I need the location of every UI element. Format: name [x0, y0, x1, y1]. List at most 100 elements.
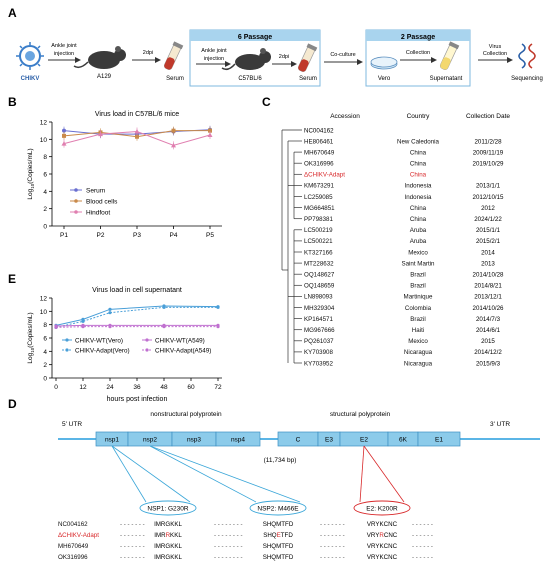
chart-e-xtick-label: 48	[160, 384, 168, 391]
dish-icon	[370, 56, 398, 70]
table-accession: ΔCHIKV-Adapt	[304, 172, 345, 179]
collection-label: Collection	[406, 50, 430, 56]
seq-s2: SHQETFD	[263, 532, 293, 539]
chart-e-title: Virus load in cell supernatant	[92, 287, 182, 294]
host-label-1: A129	[97, 74, 112, 80]
seq-gap: - - - - - -	[412, 532, 433, 539]
chart-e-legend-label: CHIKV-WT(Vero)	[75, 338, 123, 345]
chart-e-legend-label: CHIKV-WT(A549)	[155, 338, 205, 345]
genome-length-label: (11,734 bp)	[264, 457, 297, 464]
chart-e-point	[81, 319, 85, 323]
chart-e-xtick-label: 60	[187, 384, 195, 391]
chart-e-legend-marker	[65, 348, 69, 352]
panel-c-tree: Accession Country Collection Date NC004162 H…	[281, 113, 510, 367]
chart-e-point	[216, 305, 220, 309]
table-country: Brazil	[410, 283, 425, 290]
chart-e-series-line-2	[55, 324, 218, 327]
chart-b-point	[134, 129, 140, 134]
mutation-connector	[111, 445, 191, 503]
chart-e-point	[108, 325, 112, 329]
mutation-connector	[359, 445, 365, 503]
seq-row-name: MH670649	[58, 543, 89, 550]
table-accession: MG967666	[304, 327, 335, 334]
seq-gap: - - - - - -	[412, 554, 433, 561]
seq-gap: - - - - - - -	[320, 543, 345, 550]
table-accession: LC500219	[304, 227, 333, 234]
table-date: 2014/8/21	[474, 283, 502, 290]
chart-b-legend-label: Blood cells	[86, 199, 118, 206]
table-date: 2015	[481, 338, 495, 345]
table-accession: LC259085	[304, 194, 333, 201]
table-country: Nicaragua	[404, 360, 433, 367]
chart-b-xtick-label: P3	[133, 232, 141, 239]
table-accession: KT327166	[304, 249, 333, 256]
tube-icon-1	[163, 41, 184, 70]
seq-row-name: NC004162	[58, 521, 88, 528]
chart-e-series-line-1	[55, 306, 218, 328]
table-date: 2019/10/29	[473, 161, 505, 168]
dpi-label-2: 2dpi	[279, 54, 289, 60]
table-country: China	[410, 216, 427, 223]
table-date: 2013/12/1	[474, 294, 502, 301]
seq-s2: SHQMTFD	[263, 543, 294, 550]
panel-label-e: E	[8, 272, 16, 286]
seq-gap: - - - - - -	[412, 543, 433, 550]
gene-segment-E1	[417, 431, 461, 447]
chart-b-point	[171, 128, 176, 133]
chart-e-legend-marker	[145, 338, 149, 342]
chart-b-ytick-label: 10	[40, 137, 48, 144]
chart-e-y-label: Log10(Copies/mL)	[27, 312, 35, 363]
chart-b-point	[208, 128, 212, 133]
chart-e-ytick-label: 4	[43, 349, 47, 356]
panel-a-workflow: CHIKV Ankle joint injection A129 2dpi Se…	[16, 29, 543, 87]
chart-b-point	[135, 134, 139, 139]
table-country: Indonesia	[405, 183, 432, 190]
utr5-label: 5' UTR	[62, 421, 82, 428]
mutation-bubble	[249, 500, 307, 516]
chart-e-point	[81, 325, 85, 329]
table-country: Brazil	[410, 316, 425, 323]
chart-b-ytick-label: 4	[43, 189, 47, 196]
seq-s1: IMRRKKL	[154, 532, 182, 539]
gene-label-nsp4: nsp4	[231, 437, 245, 444]
table-accession: MH329304	[304, 305, 335, 312]
chart-b-ytick-label: 2	[43, 206, 47, 213]
seq-s2: SHQMTFD	[263, 554, 294, 561]
table-country: Brazil	[410, 272, 425, 279]
virus-collection-label-1: Virus	[489, 44, 502, 50]
mutation-label: NSP2: M466E	[257, 506, 299, 513]
gene-label-nsp1: nsp1	[105, 437, 119, 444]
chart-e-point	[108, 311, 112, 315]
table-date: 2009/11/19	[473, 149, 504, 156]
table-header: Accession	[330, 113, 360, 120]
tube-icon-2	[297, 43, 318, 72]
gene-label-E2: E2	[360, 437, 368, 444]
chart-e-point	[162, 325, 166, 329]
seq-s3: VRYRCNC	[367, 532, 398, 539]
seq-gap: - - - - - - -	[120, 554, 145, 561]
chart-b-legend-marker	[74, 210, 78, 214]
chart-b-ytick-label: 8	[43, 154, 47, 161]
seq-gap: - - - - - - -	[320, 532, 345, 539]
seq-gap: - - - - - - -	[320, 554, 345, 561]
route-label-1: Ankle joint	[51, 43, 77, 49]
seq-s1: IMRGKKL	[154, 543, 182, 550]
table-accession: MT228632	[304, 260, 334, 267]
table-accession: MG664851	[304, 205, 335, 212]
cell-label: Vero	[378, 76, 391, 82]
seq-s2: SHQMTFD	[263, 521, 294, 528]
table-date: 2014/12/2	[474, 349, 502, 356]
virus-icon	[16, 42, 44, 70]
seq-gap: - - - - - -	[412, 521, 433, 528]
mutation-label: E2: K200R	[366, 506, 398, 513]
chart-b-y-label: Log10(Copies/mL)	[27, 148, 35, 199]
table-accession: KY703908	[304, 349, 333, 356]
table-date: 2014	[481, 249, 495, 256]
table-country: Indonesia	[405, 194, 432, 201]
chart-b-point	[62, 128, 66, 133]
seq-s1: IMRGKKL	[154, 521, 182, 528]
chart-e-ytick-label: 0	[43, 376, 47, 383]
mouse-icon-1	[73, 46, 126, 69]
chart-e-legend-label: CHIKV-Adapt(Vero)	[75, 348, 130, 355]
